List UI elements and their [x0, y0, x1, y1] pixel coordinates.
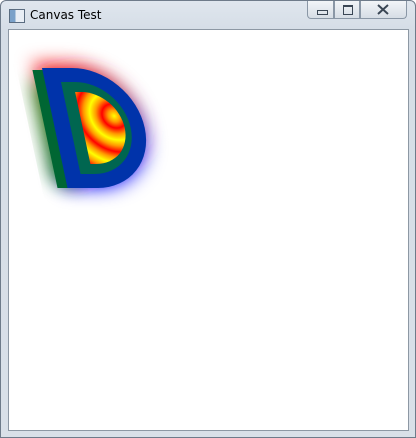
canvas-area — [8, 29, 409, 431]
window-controls — [307, 1, 407, 20]
window-title: Canvas Test — [30, 8, 102, 22]
canvas-drawing — [31, 64, 147, 188]
window-icon — [9, 9, 25, 23]
maximize-button[interactable] — [334, 1, 360, 19]
minimize-glyph — [317, 10, 328, 15]
maximize-glyph — [343, 5, 353, 15]
close-button[interactable] — [360, 1, 407, 19]
close-glyph — [377, 4, 389, 15]
letter-d — [32, 68, 147, 188]
minimize-button[interactable] — [307, 1, 334, 19]
